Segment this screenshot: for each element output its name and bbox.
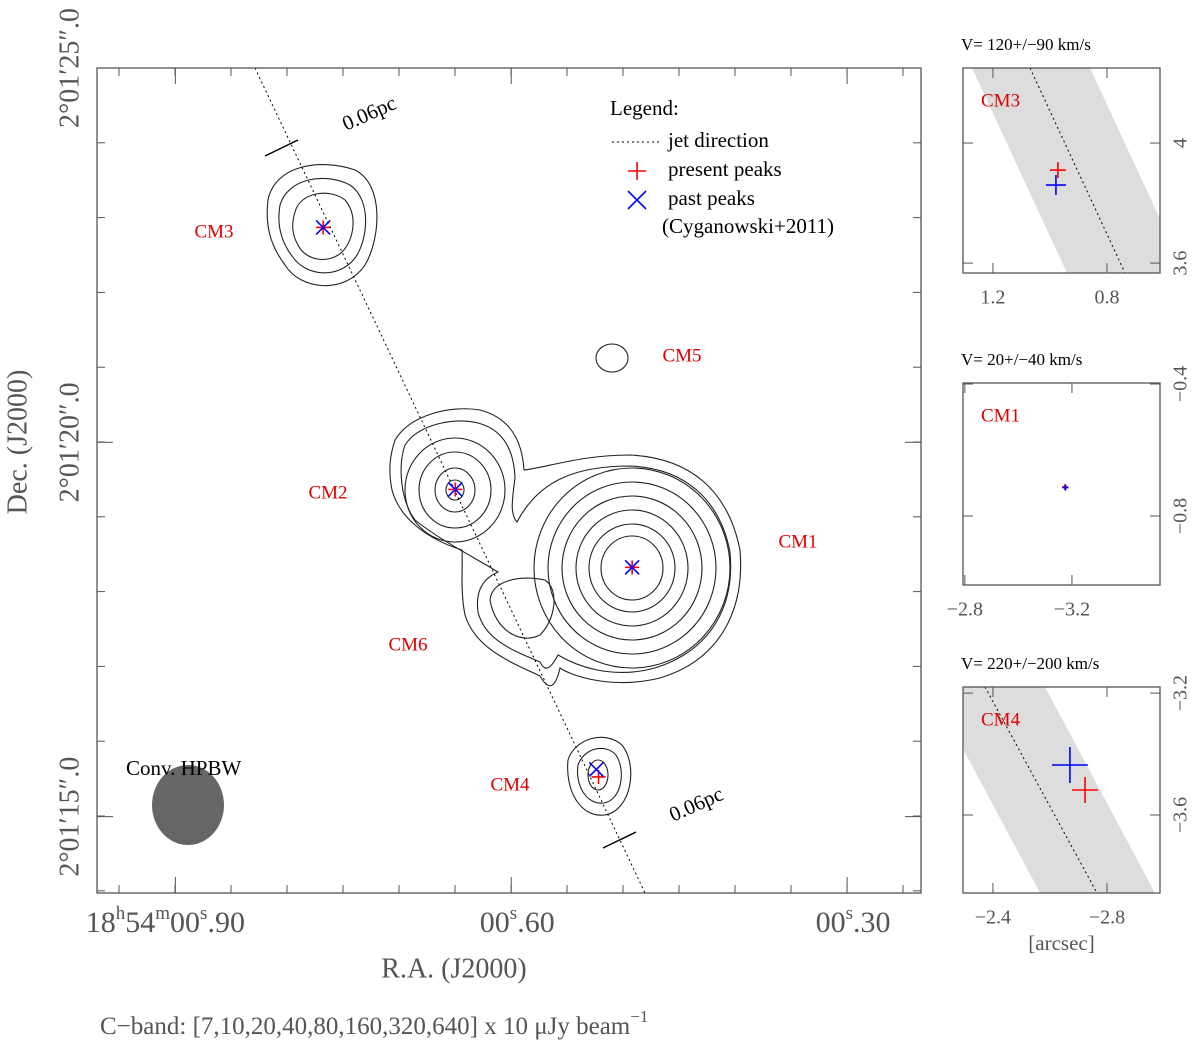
peak-marker <box>1062 484 1069 491</box>
x-tick-label: −2.4 <box>975 907 1011 929</box>
x-tick-label: −2.8 <box>1089 907 1125 929</box>
source-label: CM5 <box>662 345 701 366</box>
peak-marker <box>447 481 463 498</box>
peak-marker <box>1072 777 1099 803</box>
source-label: CM6 <box>388 634 427 655</box>
peak-marker <box>588 761 604 778</box>
beam <box>152 765 224 845</box>
y-tick-label: −0.4 <box>1170 366 1192 402</box>
x-tick-label: 00s.60 <box>480 903 555 939</box>
inset-frame <box>962 686 1161 894</box>
inset-title: V= 220+/−200 km/s <box>961 654 1099 673</box>
legend-text: present peaks <box>668 157 782 181</box>
source-label: CM3 <box>194 221 233 242</box>
inset-label: CM1 <box>981 405 1020 426</box>
peak-marker <box>628 162 646 180</box>
x-tick-label: 00s.30 <box>816 903 891 939</box>
legend-text: jet direction <box>667 128 769 152</box>
y-tick-label: −0.8 <box>1170 498 1192 534</box>
plot-frame <box>96 67 922 894</box>
x-tick-label: 0.8 <box>1094 287 1119 309</box>
inset-label: CM4 <box>981 709 1021 730</box>
x-tick-label: −3.2 <box>1054 599 1090 621</box>
peak-marker <box>1049 162 1066 179</box>
inset-title: V= 120+/−90 km/s <box>961 35 1091 54</box>
scale-label: 0.06pc <box>338 91 399 136</box>
legend-note: (Cyganowski+2011) <box>662 214 834 238</box>
scale-bar <box>602 831 637 849</box>
source-label: CM2 <box>308 482 347 503</box>
caption: C−band: [7,10,20,40,80,160,320,640] x 10… <box>100 1007 648 1040</box>
x-tick-label: −2.8 <box>947 599 983 621</box>
inset-title: V= 20+/−40 km/s <box>961 350 1082 369</box>
caption-superscript: −1 <box>630 1007 648 1026</box>
scale-bar <box>264 139 299 157</box>
peak-marker <box>624 559 640 575</box>
y-tick-label: 3.6 <box>1170 251 1192 276</box>
y-tick-label: −3.6 <box>1170 797 1192 833</box>
x-tick-label: 18h54m00s.90 <box>86 903 245 939</box>
peak-marker <box>1045 175 1066 196</box>
legend-text: past peaks <box>668 186 755 210</box>
caption-text: C−band: [7,10,20,40,80,160,320,640] x 10… <box>100 1013 631 1040</box>
y-tick-label: 2°01′25″.0 <box>54 8 85 128</box>
peak-marker <box>627 190 647 210</box>
y-tick-label: 4 <box>1170 138 1192 148</box>
jet-line <box>984 687 1098 893</box>
legend-title: Legend: <box>610 96 679 120</box>
x-tick-label: 1.2 <box>980 287 1005 309</box>
y-axis-label: Dec. (J2000) <box>2 370 33 515</box>
beam-label: Conv. HPBW <box>126 756 241 780</box>
x-axis-label: [arcsec] <box>1028 931 1094 955</box>
inset-frame <box>962 382 1161 586</box>
inset-frame <box>962 67 1161 274</box>
peak-marker <box>315 219 331 236</box>
contours <box>254 68 742 893</box>
y-tick-label: 2°01′20″.0 <box>54 382 85 502</box>
y-tick-label: −3.2 <box>1170 675 1192 711</box>
x-axis-label: R.A. (J2000) <box>381 953 526 984</box>
scale-label: 0.06pc <box>665 782 726 827</box>
inset-label: CM3 <box>981 90 1020 111</box>
y-tick-label: 2°01′15″.0 <box>54 757 85 877</box>
source-label: CM1 <box>778 531 817 552</box>
peak-marker <box>1051 747 1088 784</box>
jet-band <box>963 687 1155 893</box>
jet-band <box>972 68 1160 273</box>
source-label: CM4 <box>490 774 530 795</box>
